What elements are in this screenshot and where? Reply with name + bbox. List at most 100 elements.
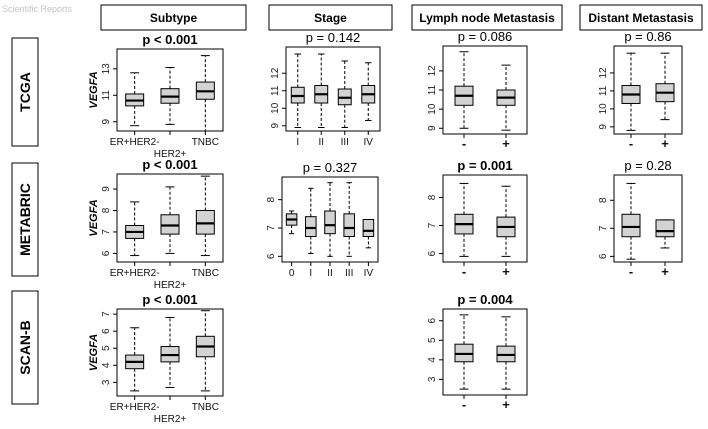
boxplot-panel-r2c0: p < 0.001 3 4 5 6 7 VEGFA ER+HER2-HER2+ TNBC [88,292,224,425]
y-tick-label: 10 [427,103,438,115]
box-ER+HER2- [125,72,145,127]
y-tick-label: 9 [598,124,609,130]
y-tick-label: 5 [101,345,112,351]
x-category-label: + [502,136,510,151]
x-category-label: + [502,397,510,412]
y-tick-label: 3 [427,376,438,382]
p-value-label: p = 0.001 [457,158,512,173]
row-labels: TCGA METABRIC SCAN-B [11,37,39,405]
y-tick-label: 3 [101,379,112,385]
x-category-label: HER2+ [154,149,187,160]
column-header-stage: Stage [314,11,347,25]
p-value-label: p = 0.28 [624,158,671,173]
y-tick-label: 8 [101,207,112,213]
box-+ [496,64,516,131]
y-tick-label: 9 [101,119,112,125]
y-tick-label: 8 [266,196,277,202]
row-label-box-scanb [11,290,39,405]
y-tick-label: 9 [270,123,281,129]
x-category-label: - [462,136,466,151]
p-value-label: p = 0.327 [303,160,358,175]
x-category-label: - [629,264,633,279]
row-label-tcga: TCGA [17,72,33,112]
y-tick-label: 4 [427,357,438,363]
watermark-text: Scientific Reports [2,4,73,14]
box-HER2+ [160,317,180,388]
row-label-box-metabric [11,162,39,277]
column-header-lymph-node: Lymph node Metastasis [419,11,555,25]
x-category-label: I [296,137,299,148]
box-II [314,53,329,128]
y-tick-label: 9 [427,125,438,131]
y-tick-label: 9 [101,186,112,192]
column-header-box-subtype [100,4,247,31]
y-tick-label: 6 [598,253,609,259]
iqr-box [324,210,336,235]
y-tick-label: 6 [101,328,112,334]
box-0 [285,210,298,235]
p-value-label: p = 0.86 [624,29,671,44]
x-category-label: II [318,137,324,148]
y-tick-label: 7 [427,222,438,228]
y-tick-label: 11 [101,90,112,101]
column-header-box-lymph-node [411,4,563,31]
box-I [290,53,305,128]
box-III [337,60,352,128]
x-category-label: - [629,136,633,151]
iqr-box [655,219,675,238]
x-category-label: TNBC [192,268,219,279]
column-header-box-stage [268,4,393,31]
column-headers: Subtype Stage Lymph node Metastasis Dist… [100,4,703,31]
box-IV [361,62,376,121]
y-tick-label: 7 [101,229,112,235]
column-header-subtype: Subtype [150,11,198,25]
x-category-label: - [462,264,466,279]
box-II [324,182,336,257]
box-- [454,314,474,390]
box-- [454,51,474,129]
x-category-label: HER2+ [154,280,187,291]
plot-frame [613,45,683,135]
boxplot-panel-r0c2: p = 0.086 9 10 11 12 - + [427,29,528,151]
box-IV [362,219,375,249]
plot-frame [285,46,381,132]
boxplot-panel-r1c2: p = 0.001 6 7 8 - + [427,158,528,279]
x-category-label: HER2+ [154,414,187,425]
box-HER2+ [160,186,180,254]
row-label-scanb: SCAN-B [17,320,33,374]
y-axis-label: VEGFA [88,334,100,371]
box-ER+HER2- [125,327,145,392]
box-+ [496,316,516,390]
x-category-label: + [661,264,669,279]
x-category-label: TNBC [192,402,219,413]
x-category-label: IV [364,268,374,279]
y-tick-label: 10 [598,103,609,115]
box-I [305,187,317,254]
x-category-label: I [309,268,312,279]
box-- [454,182,474,257]
boxplot-panel-r1c0: p < 0.001 6 7 8 9 VEGFA ER+HER2-HER2+ TNBC [88,157,224,291]
x-category-label: - [462,397,466,412]
x-category-label: ER+HER2- [110,268,160,279]
p-value-label: p = 0.004 [457,292,513,307]
y-axis-label: VEGFA [88,199,100,236]
column-header-box-distant [579,4,703,31]
plot-frame [442,308,528,396]
y-tick-label: 12 [598,67,609,79]
iqr-box [362,219,375,237]
y-tick-label: 8 [598,197,609,203]
boxplot-panel-r2c2: p = 0.004 3 4 5 6 - + [427,292,528,412]
y-tick-label: 11 [427,84,438,95]
p-value-label: p < 0.001 [142,157,197,172]
box-HER2+ [160,67,180,125]
box-TNBC [195,175,215,257]
x-category-label: TNBC [192,137,219,148]
iqr-box [621,213,641,238]
p-value-label: p = 0.086 [458,29,513,44]
p-value-label: p < 0.001 [142,32,197,47]
y-tick-label: 10 [270,102,281,114]
iqr-box [305,216,317,238]
x-category-label: IV [364,137,374,148]
